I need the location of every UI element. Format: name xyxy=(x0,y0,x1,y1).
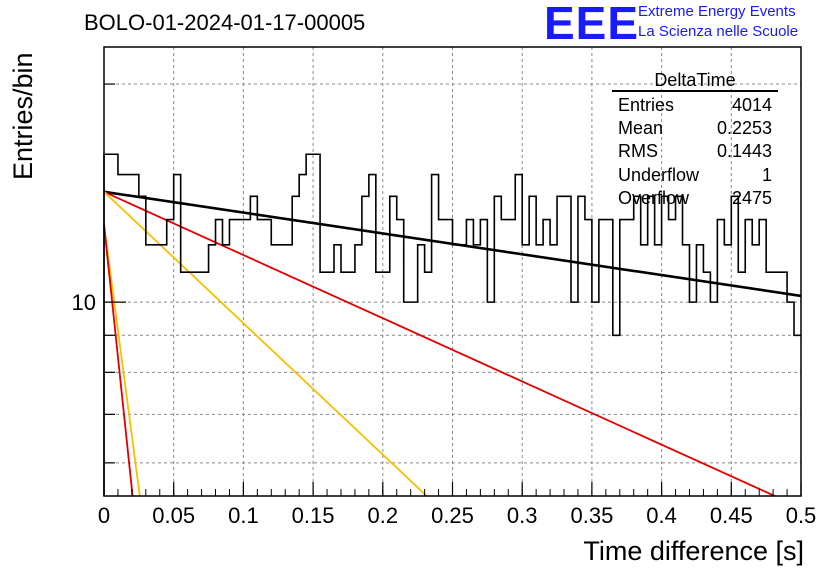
x-tick-label: 0.4 xyxy=(646,503,677,528)
stats-value: 0.1443 xyxy=(716,141,772,162)
grid-lines xyxy=(104,47,801,496)
stats-value: 2475 xyxy=(731,187,772,208)
x-tick-label: 0 xyxy=(98,503,110,528)
histogram-outline xyxy=(103,153,801,496)
stats-box: DeltaTime Entries 4014 Mean 0.2253 RMS 0… xyxy=(612,70,778,210)
y-axis-label: Entries/bin xyxy=(8,52,38,180)
eee-logo: EEE xyxy=(544,0,640,49)
x-tick-label: 0.45 xyxy=(710,503,753,528)
fit-curve-3 xyxy=(103,224,141,497)
histogram xyxy=(103,153,801,496)
stats-label: Underflow xyxy=(618,164,700,185)
stats-row-mean: Mean 0.2253 xyxy=(612,117,778,140)
fit-curve-1 xyxy=(103,190,776,497)
stats-value: 0.2253 xyxy=(716,118,772,139)
stats-label: Entries xyxy=(618,95,675,115)
stats-label: Overflow xyxy=(618,187,690,208)
x-tick-label: 0.25 xyxy=(431,503,474,528)
y-tick-label: 10 xyxy=(72,290,96,315)
chart-title: BOLO-01-2024-01-17-00005 xyxy=(84,10,366,35)
stats-label: RMS xyxy=(618,141,658,162)
stats-row-overflow: Overflow 2475 xyxy=(612,187,778,210)
fit-curve-4 xyxy=(103,224,134,497)
stats-title: DeltaTime xyxy=(612,70,778,92)
tick-labels: 0 0.05 0.1 0.15 0.2 0.25 0.3 0.35 0.4 0.45 0.5 10 xyxy=(72,290,817,528)
x-tick-label: 0.1 xyxy=(228,503,259,528)
brand-line-2: La Scienza nelle Scuole xyxy=(638,23,799,40)
stats-row-underflow: Underflow 1 xyxy=(612,164,778,187)
stats-row-entries: Entries 4014 xyxy=(612,94,778,117)
stats-value: 1 xyxy=(761,164,772,185)
brand-line-1: Extreme Energy Events xyxy=(638,3,796,20)
x-tick-label: 0.2 xyxy=(368,503,399,528)
x-tick-label: 0.15 xyxy=(292,503,335,528)
stats-row-rms: RMS 0.1443 xyxy=(612,140,778,163)
x-tick-label: 0.5 xyxy=(786,503,817,528)
x-tick-label: 0.05 xyxy=(152,503,195,528)
x-axis-label: Time difference [s] xyxy=(583,536,804,566)
x-tick-label: 0.35 xyxy=(570,503,613,528)
axis-ticks xyxy=(103,83,802,496)
fit-curve-2 xyxy=(103,191,428,497)
stats-value: 4014 xyxy=(731,95,772,115)
stats-label: Mean xyxy=(618,118,664,139)
x-tick-label: 0.3 xyxy=(507,503,538,528)
